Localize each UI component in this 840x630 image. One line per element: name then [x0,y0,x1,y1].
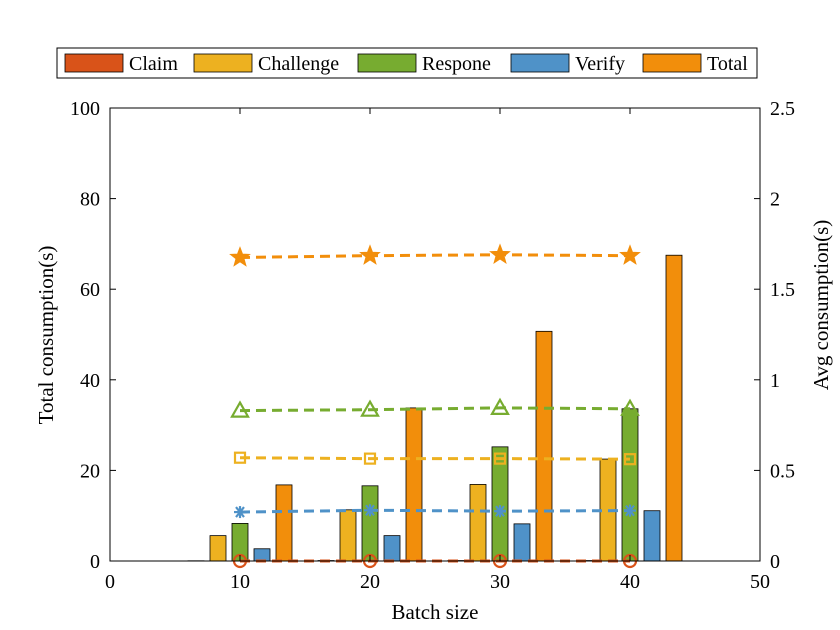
avg-marker-challenge-20 [363,452,377,465]
x-tick-label: 20 [360,571,380,593]
legend-label-claim: Claim [129,53,178,75]
bar-total-40 [665,254,683,562]
y2-tick-label: 2 [770,189,780,211]
bar-challenge-30 [469,484,487,562]
legend-swatch-verify [510,53,570,73]
avg-marker-respone-40 [620,398,640,416]
y-tick-label: 40 [80,370,100,392]
legend-swatch-total [642,53,702,73]
avg-marker-verify-30 [494,505,506,518]
y2-tick-label: 0.5 [770,460,795,482]
bar-challenge-10 [209,535,227,562]
y-tick-label: 20 [80,460,100,482]
x-tick-label: 50 [750,571,770,593]
x-tick-label: 40 [620,571,640,593]
avg-marker-respone-10 [230,400,250,418]
avg-marker-respone-20 [360,399,380,417]
avg-marker-total-20 [359,244,381,265]
legend-label-challenge: Challenge [258,53,339,75]
y2-tick-label: 1 [770,370,780,392]
y2-tick-label: 2.5 [770,98,795,120]
legend-label-verify: Verify [575,53,625,75]
x-tick-label: 0 [105,571,115,593]
plot-frame [109,107,761,562]
y2-axis-label: Avg consumption(s) [809,220,833,391]
y-axis-label: Total consumption(s) [34,246,58,425]
bar-verify-20 [383,535,401,562]
bar-respone-40 [621,408,639,562]
avg-line-total [239,253,631,259]
legend-label-respone: Respone [422,53,491,75]
avg-marker-respone-30 [490,397,510,415]
bar-verify-10 [253,548,271,562]
avg-marker-total-40 [619,244,641,265]
legend-swatch-claim [64,53,124,73]
y-tick-label: 0 [90,551,100,573]
bar-verify-30 [513,523,531,562]
legend-swatch-respone [357,53,417,73]
legend-swatch-challenge [193,53,253,73]
bar-respone-20 [361,485,379,562]
avg-marker-challenge-30 [493,452,507,465]
y-tick-label: 100 [70,98,100,120]
legend: Claim Challenge Respone Verify Total [56,47,758,79]
bar-total-30 [535,330,553,562]
legend-label-total: Total [707,53,748,75]
avg-marker-verify-20 [364,504,376,517]
y-tick-label: 60 [80,279,100,301]
bar-verify-40 [643,510,661,562]
x-axis-label: Batch size [392,600,479,624]
avg-marker-verify-10 [234,506,246,519]
x-tick-label: 10 [230,571,250,593]
bar-challenge-20 [339,509,357,562]
avg-line-verify [239,508,631,514]
avg-marker-challenge-40 [623,453,637,466]
y2-tick-label: 0 [770,551,780,573]
bar-group [187,254,683,562]
bar-total-20 [405,407,423,562]
bar-total-10 [275,484,293,562]
avg-line-challenge [239,456,631,461]
avg-marker-verify-40 [624,504,636,517]
avg-line-respone [239,406,631,413]
y2-tick-label: 1.5 [770,279,795,301]
avg-marker-total-30 [489,243,511,265]
avg-marker-total-10 [229,246,251,267]
avg-marker-challenge-10 [233,451,247,464]
x-tick-label: 30 [490,571,510,593]
y-tick-label: 80 [80,189,100,211]
